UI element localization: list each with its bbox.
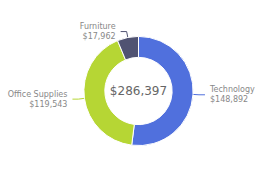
- svg-text:Office Supplies: Office Supplies: [8, 90, 68, 99]
- svg-text:Furniture: Furniture: [80, 22, 116, 31]
- svg-text:$119,543: $119,543: [29, 100, 67, 109]
- svg-text:Technology: Technology: [209, 85, 255, 94]
- svg-text:$286,397: $286,397: [110, 84, 167, 98]
- svg-text:$148,892: $148,892: [210, 95, 248, 104]
- svg-text:$17,962: $17,962: [83, 32, 116, 41]
